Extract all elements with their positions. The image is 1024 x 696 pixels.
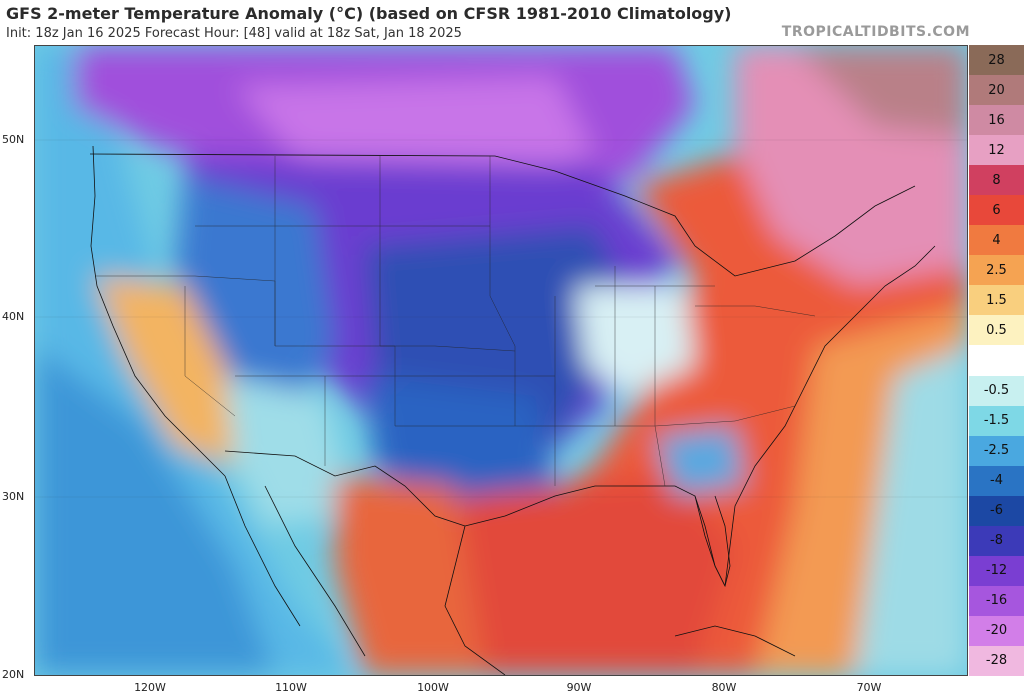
colorbar-level-label: -8 (990, 533, 1003, 549)
cuba (674, 625, 796, 657)
lon-label-90w: 90W (566, 681, 592, 694)
southern-plains-blue (365, 376, 555, 516)
great-basin-warm (95, 276, 235, 466)
ohio-neutral (575, 286, 695, 396)
southwest-light (225, 376, 355, 526)
colorbar-level: 6 (969, 195, 1024, 226)
colorbar-level-label: -0.5 (983, 383, 1010, 399)
colorbar-level-label: -6 (990, 503, 1003, 519)
colorbar-level-label: -12 (985, 563, 1008, 579)
colorbar-level-label: 2.5 (986, 262, 1007, 278)
state-lines (95, 156, 816, 487)
colorbar-level: -20 (969, 615, 1024, 646)
florida (694, 495, 731, 588)
graticule (35, 139, 967, 498)
colorbar-level-label: 0.5 (986, 322, 1007, 338)
east-coast (724, 245, 936, 587)
mexico-warm (335, 476, 485, 675)
colorbar-level: -12 (969, 555, 1024, 586)
gulf-warm (435, 476, 735, 675)
atlantic-cool (855, 346, 967, 675)
colorbar-level: -8 (969, 525, 1024, 556)
colorbar-level-label (975, 345, 1018, 375)
lon-label-80w: 80W (711, 681, 737, 694)
colorbar-level: -2.5 (969, 435, 1024, 466)
forecast-info: Init: 18z Jan 16 2025 Forecast Hour: [48… (6, 26, 462, 41)
lon-label-70w: 70W (856, 681, 882, 694)
colorbar-level-label: 28 (988, 52, 1005, 68)
colorbar-level-label: 16 (988, 112, 1005, 128)
colorbar-level: 4 (969, 225, 1024, 256)
pacific-deep (35, 346, 275, 675)
colorbar-level: 2.5 (969, 255, 1024, 286)
colorbar-level: -6 (969, 495, 1024, 526)
colorbar-level: 28 (969, 45, 1024, 76)
colorbar-level: -28 (969, 645, 1024, 676)
lat-label-30n: 30N (2, 490, 25, 503)
brand-watermark: TROPICALTIDBITS.COM (781, 24, 970, 40)
lon-label-110w: 110W (275, 681, 307, 694)
colorbar-level-label: -28 (985, 653, 1008, 669)
colorbar-level (969, 345, 1024, 376)
lat-label-50n: 50N (2, 133, 25, 146)
colorbar-level-label: 12 (988, 142, 1005, 158)
colorbar-level: -1.5 (969, 405, 1024, 436)
colorbar-level-label: 20 (988, 82, 1005, 98)
us-canada-border (89, 153, 916, 277)
us-mexico-border (224, 450, 466, 527)
colorbar-level-label: 1.5 (986, 292, 1007, 308)
baja (224, 475, 301, 627)
colorbar-level-label: -1.5 (983, 413, 1010, 429)
colorbar-level-label: 6 (992, 202, 1001, 218)
colorbar-level: -16 (969, 585, 1024, 616)
colorbar-level: -4 (969, 465, 1024, 496)
colorbar-level-label: -16 (985, 593, 1008, 609)
colorbar-level: 16 (969, 105, 1024, 136)
colorbar-legend: 28 20 16 12 8 6 4 2.5 1.5 0.5 -0.5 -1.5 -2.5 -4 -6 -8 -1… (969, 45, 1024, 676)
labrador-brown (795, 46, 967, 136)
lat-label-20n: 20N (2, 668, 25, 681)
colorbar-level: 20 (969, 75, 1024, 106)
anomaly-field (35, 46, 967, 675)
lon-label-120w: 120W (134, 681, 166, 694)
colorbar-level-label: 8 (992, 172, 1001, 188)
lon-label-100w: 100W (417, 681, 449, 694)
mexico-west (264, 485, 366, 657)
colorbar-level: 0.5 (969, 315, 1024, 346)
west-coast (90, 145, 226, 477)
colorbar-level-label: 4 (992, 232, 1001, 248)
colorbar-level: 8 (969, 165, 1024, 196)
colorbar-level: -0.5 (969, 375, 1024, 406)
boundaries (89, 145, 936, 675)
gulf-coast (464, 485, 726, 587)
anomaly-map (34, 45, 968, 676)
lat-label-40n: 40N (2, 310, 25, 323)
southeast-cool (655, 426, 745, 496)
colorbar-level-label: -2.5 (983, 443, 1010, 459)
anomaly-map-canvas (35, 46, 967, 675)
colorbar-level-label: -20 (985, 623, 1008, 639)
colorbar-level: 1.5 (969, 285, 1024, 316)
map-title: GFS 2-meter Temperature Anomaly (°C) (ba… (6, 4, 732, 23)
colorbar-level: 12 (969, 135, 1024, 166)
colorbar-level-label: -4 (990, 473, 1003, 489)
mexico-east (444, 525, 506, 675)
